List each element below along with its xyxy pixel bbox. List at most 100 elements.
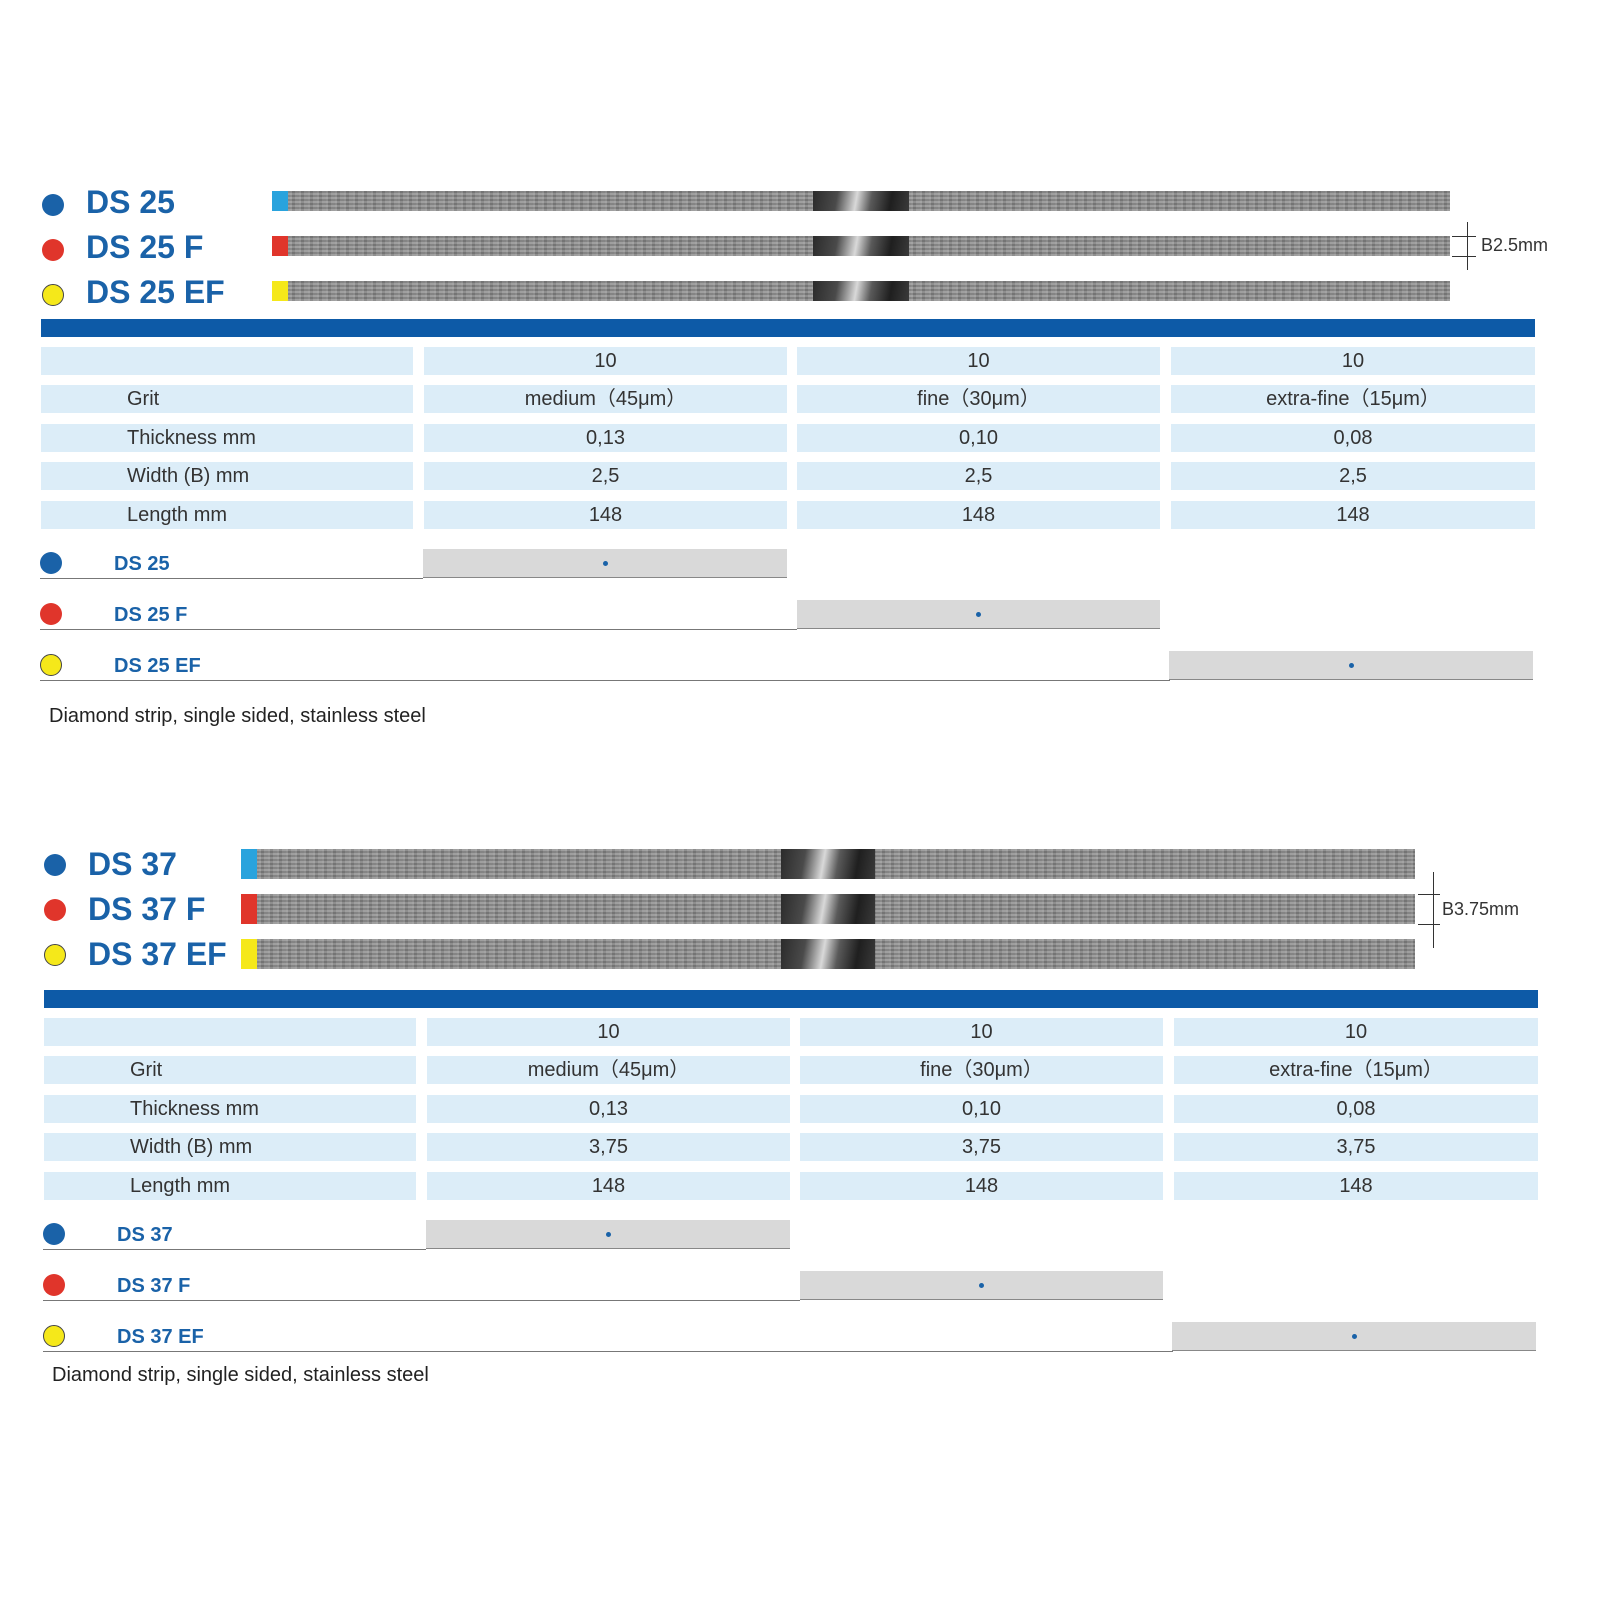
table-cell: extra-fine（15μm） [1171,385,1535,413]
dimension-tick [1418,924,1440,925]
order-dot-blue [40,552,62,574]
availability-dot [976,612,981,617]
order-row-line [43,1249,426,1250]
dimension-label: B3.75mm [1442,899,1520,919]
table-cell: 148 [1174,1172,1538,1200]
order-row-line [43,1351,1173,1352]
product-description: Diamond strip, single sided, stainless s… [52,1364,429,1386]
table-cell: 2,5 [1171,462,1535,490]
order-availability-cell [797,600,1160,629]
table-cell: extra-fine（15μm） [1174,1056,1538,1084]
table-header-empty [41,347,413,375]
order-dot-red [40,603,62,625]
table-header-qty: 10 [1174,1018,1538,1046]
table-cell: 3,75 [800,1133,1163,1161]
order-availability-cell [423,549,787,578]
order-row-line [40,578,423,579]
diamond-strip-image [241,894,1415,924]
diamond-strip-image [272,236,1450,256]
order-product-name: DS 25 EF [114,655,201,677]
order-availability-cell [1169,651,1533,680]
table-cell: 148 [427,1172,790,1200]
product-name: DS 25 [86,184,175,220]
order-row-line [40,629,797,630]
availability-dot [1352,1334,1357,1339]
table-header-qty: 10 [424,347,787,375]
order-dot-blue [43,1223,65,1245]
table-header-qty: 10 [1171,347,1535,375]
table-cell: 0,13 [427,1095,790,1123]
order-availability-cell [1172,1322,1536,1351]
table-cell: 0,10 [800,1095,1163,1123]
table-header-qty: 10 [427,1018,790,1046]
table-cell: fine（30μm） [797,385,1160,413]
product-name: DS 37 EF [88,936,227,972]
table-row-label: Grit [44,1056,416,1084]
availability-dot [979,1283,984,1288]
table-row-label: Width (B) mm [41,462,413,490]
section-divider-bar [41,319,1535,337]
table-row-label: Length mm [41,501,413,529]
product-name: DS 37 [88,846,177,882]
table-cell: medium（45μm） [424,385,787,413]
dimension-label: B2.5mm [1481,235,1549,255]
order-dot-yellow [40,654,62,676]
table-cell: 2,5 [797,462,1160,490]
diamond-strip-image [272,191,1450,211]
table-cell: 148 [797,501,1160,529]
table-header-qty: 10 [800,1018,1163,1046]
table-header-empty [44,1018,416,1046]
table-header-qty: 10 [797,347,1160,375]
table-cell: 148 [1171,501,1535,529]
order-row-line [40,680,1170,681]
table-row-label: Thickness mm [44,1095,416,1123]
diamond-strip-image [241,849,1415,879]
diamond-strip-image [241,939,1415,969]
table-row-label: Thickness mm [41,424,413,452]
product-name: DS 37 F [88,891,206,927]
table-cell: 3,75 [427,1133,790,1161]
table-cell: fine（30μm） [800,1056,1163,1084]
dimension-tick [1452,256,1476,257]
product-dot-red [42,239,64,261]
order-product-name: DS 25 [114,553,170,575]
diamond-strip-image [272,281,1450,301]
table-cell: 0,13 [424,424,787,452]
availability-dot [606,1232,611,1237]
dimension-line [1467,222,1468,270]
order-product-name: DS 25 F [114,604,188,626]
product-description: Diamond strip, single sided, stainless s… [49,705,426,727]
table-cell: 0,08 [1174,1095,1538,1123]
product-dot-yellow [42,284,64,306]
table-cell: 0,10 [797,424,1160,452]
product-name: DS 25 F [86,229,204,265]
table-row-label: Grit [41,385,413,413]
product-name: DS 25 EF [86,274,225,310]
table-cell: 148 [424,501,787,529]
table-cell: medium（45μm） [427,1056,790,1084]
order-dot-yellow [43,1325,65,1347]
order-product-name: DS 37 [117,1224,173,1246]
availability-dot [1349,663,1354,668]
availability-dot [603,561,608,566]
dimension-line [1433,872,1434,948]
product-dot-red [44,899,66,921]
order-row-line [43,1300,800,1301]
dimension-tick [1418,894,1440,895]
table-row-label: Length mm [44,1172,416,1200]
product-dot-blue [42,194,64,216]
order-product-name: DS 37 EF [117,1326,204,1348]
order-product-name: DS 37 F [117,1275,191,1297]
product-dot-blue [44,854,66,876]
table-cell: 3,75 [1174,1133,1538,1161]
table-cell: 0,08 [1171,424,1535,452]
table-cell: 2,5 [424,462,787,490]
dimension-tick [1452,236,1476,237]
section-divider-bar [44,990,1538,1008]
table-cell: 148 [800,1172,1163,1200]
order-availability-cell [800,1271,1163,1300]
product-dot-yellow [44,944,66,966]
order-dot-red [43,1274,65,1296]
order-availability-cell [426,1220,790,1249]
table-row-label: Width (B) mm [44,1133,416,1161]
